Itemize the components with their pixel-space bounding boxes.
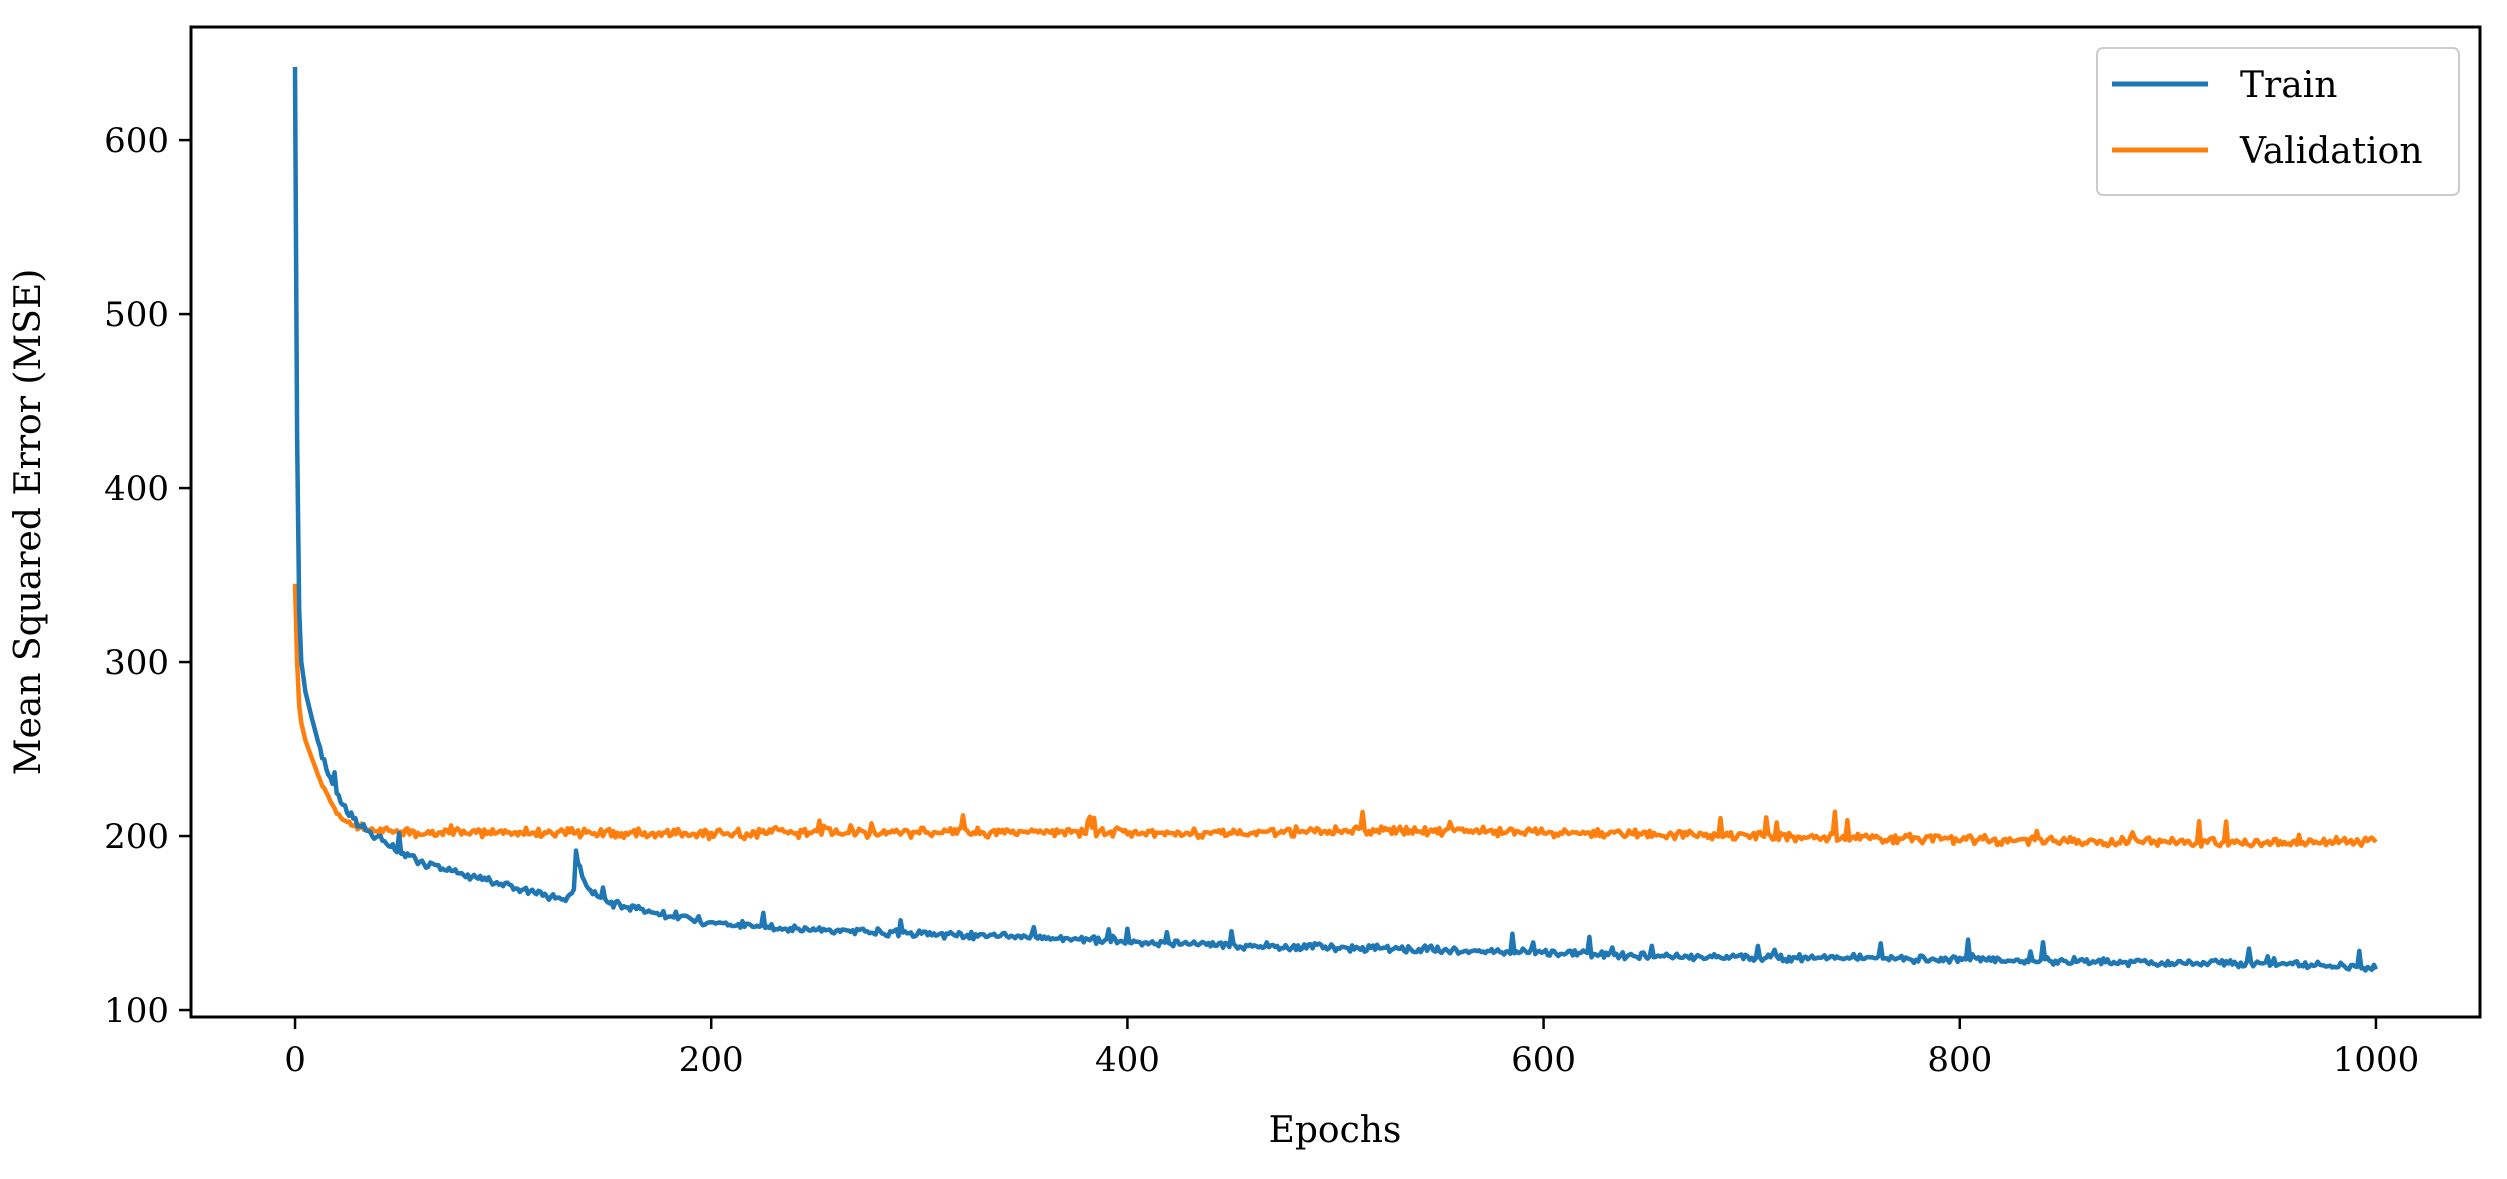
- y-tick-label: 400: [104, 469, 169, 509]
- x-tick-label: 1000: [2333, 1040, 2420, 1080]
- x-tick-label: 200: [679, 1040, 744, 1080]
- x-tick-label: 0: [284, 1040, 306, 1080]
- series-line-validation: [292, 583, 2378, 849]
- x-tick-label: 800: [1927, 1040, 1992, 1080]
- legend: Train Validation: [2096, 47, 2460, 196]
- y-tick-label: 600: [104, 121, 169, 161]
- legend-label-train: Train: [2240, 65, 2337, 106]
- legend-label-validation: Validation: [2239, 131, 2423, 172]
- series-line-train: [292, 66, 2379, 973]
- x-axis-label: Epochs: [1269, 1110, 1402, 1151]
- plot-area-frame: [189, 25, 2482, 1019]
- y-tick-label: 100: [104, 991, 169, 1031]
- x-axis-ticks: 0 200 400 600 800 1000: [284, 1017, 2419, 1080]
- y-axis-ticks: 100 200 300 400 500 600: [104, 121, 191, 1031]
- y-tick-label: 500: [104, 295, 169, 335]
- x-tick-label: 400: [1095, 1040, 1160, 1080]
- plot-lines: [292, 66, 2379, 973]
- y-tick-label: 300: [104, 643, 169, 683]
- y-tick-label: 200: [104, 817, 169, 857]
- x-tick-label: 600: [1511, 1040, 1576, 1080]
- y-axis-label: Mean Squared Error (MSE): [8, 269, 49, 776]
